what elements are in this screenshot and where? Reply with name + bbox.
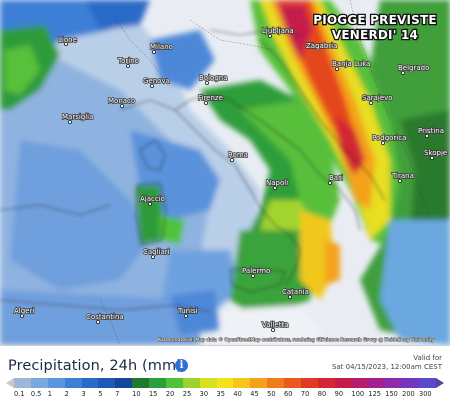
scale-tick-label: 70 xyxy=(301,390,318,401)
city-label: Tunisi xyxy=(177,307,198,315)
scale-tick-label: 35 xyxy=(217,390,234,401)
scale-tick-label: 200 xyxy=(402,390,419,401)
city-label: Valletta xyxy=(262,321,289,329)
scale-tick-label: 0.5 xyxy=(31,390,48,401)
scale-swatch xyxy=(335,378,352,388)
city-label: Cagliari xyxy=(143,248,170,256)
city-label: Costantina xyxy=(86,313,124,321)
scale-tick-label: 45 xyxy=(250,390,267,401)
city-label: Lione xyxy=(58,36,77,44)
scale-right-arrow-icon xyxy=(436,378,444,388)
city-label: Banja Luka xyxy=(332,60,370,68)
city-label: Monaco xyxy=(108,97,135,105)
scale-tick-label: 300 xyxy=(419,390,436,401)
scale-swatch xyxy=(65,378,82,388)
city-label: Tirana xyxy=(391,172,414,180)
scale-swatch xyxy=(318,378,335,388)
valid-time-block: Valid for Sat 04/15/2023, 12:00am CEST xyxy=(332,354,442,372)
scale-swatch xyxy=(402,378,419,388)
scale-tick-label: 10 xyxy=(132,390,149,401)
scale-swatch xyxy=(250,378,267,388)
city-label: Milano xyxy=(150,43,173,51)
city-label: Zagabria xyxy=(306,42,337,50)
valid-time: Sat 04/15/2023, 12:00am CEST xyxy=(332,363,442,372)
scale-swatch xyxy=(267,378,284,388)
map-title-line2: VENERDI' 14 xyxy=(332,28,418,42)
scale-swatch xyxy=(115,378,132,388)
scale-swatch xyxy=(166,378,183,388)
city-label: Bologna xyxy=(199,74,227,82)
scale-tick-label: 2 xyxy=(65,390,82,401)
scale-swatch xyxy=(301,378,318,388)
scale-swatch xyxy=(368,378,385,388)
scale-swatch xyxy=(98,378,115,388)
scale-tick-label: 100 xyxy=(352,390,369,401)
city-label: Marsiglia xyxy=(62,113,93,121)
scale-swatch xyxy=(82,378,99,388)
city-label: Napoli xyxy=(266,179,288,187)
scale-swatch xyxy=(132,378,149,388)
scale-tick-label: 125 xyxy=(368,390,385,401)
map-area[interactable]: PIOGGE PREVISTE VENERDI' 14 Lione Torino… xyxy=(0,0,450,345)
scale-tick-label: 25 xyxy=(183,390,200,401)
scale-swatch xyxy=(48,378,65,388)
map-attribution: Kartenmaterial: Map data © OpenStreetMap… xyxy=(158,336,434,343)
scale-tick-label: 15 xyxy=(149,390,166,401)
scale-swatch xyxy=(284,378,301,388)
scale-swatch xyxy=(233,378,250,388)
rain-map-svg: PIOGGE PREVISTE VENERDI' 14 Lione Torino… xyxy=(0,0,450,345)
scale-tick-label: 40 xyxy=(233,390,250,401)
city-label: Sarajevo xyxy=(362,94,393,102)
city-label: Algeri xyxy=(14,307,34,315)
scale-swatch xyxy=(183,378,200,388)
scale-tick-label: 30 xyxy=(200,390,217,401)
map-title-line1: PIOGGE PREVISTE xyxy=(313,13,437,27)
city-label: Pristina xyxy=(418,127,444,135)
scale-tick-label: 50 xyxy=(267,390,284,401)
scale-swatch xyxy=(352,378,369,388)
city-label: Skopje xyxy=(424,149,447,157)
scale-swatch xyxy=(217,378,234,388)
color-scale xyxy=(6,378,444,388)
scale-swatch xyxy=(419,378,436,388)
scale-bar xyxy=(14,378,436,388)
scale-tick-label: 90 xyxy=(335,390,352,401)
scale-tick-label: 5 xyxy=(98,390,115,401)
scale-ticks: 0.1 0.5 1 2 3 5 7 10 15 20 25 30 35 40 45 50 60 70 80 90 100… xyxy=(14,390,436,401)
scale-tick-label: 3 xyxy=(82,390,99,401)
scale-tick-label: 60 xyxy=(284,390,301,401)
valid-label: Valid for xyxy=(332,354,442,363)
info-icon[interactable]: i xyxy=(175,359,188,372)
city-label: Genova xyxy=(143,77,170,85)
city-label: Ljubljana xyxy=(262,27,294,35)
city-label: Bari xyxy=(329,174,343,182)
city-label: Ajaccio xyxy=(140,195,165,203)
scale-swatch xyxy=(200,378,217,388)
scale-tick-label: 150 xyxy=(385,390,402,401)
legend-title: Precipitation, 24h (mm) xyxy=(8,358,182,374)
legend-panel: Precipitation, 24h (mm) i Valid for Sat … xyxy=(0,345,450,402)
city-label: Torino xyxy=(117,57,139,65)
city-label: Podgorica xyxy=(372,134,406,142)
scale-tick-label: 0.1 xyxy=(14,390,31,401)
city-label: Catania xyxy=(282,288,309,296)
city-label: Palermo xyxy=(242,267,270,275)
scale-tick-label: 20 xyxy=(166,390,183,401)
scale-tick-label: 1 xyxy=(48,390,65,401)
scale-left-arrow-icon xyxy=(6,378,14,388)
scale-tick-label: 7 xyxy=(115,390,132,401)
scale-tick-label: 80 xyxy=(318,390,335,401)
scale-swatch xyxy=(385,378,402,388)
city-label: Firenze xyxy=(198,94,223,102)
scale-swatch xyxy=(14,378,31,388)
scale-swatch xyxy=(149,378,166,388)
city-label: Belgrado xyxy=(398,64,429,72)
city-label: Roma xyxy=(228,151,248,159)
scale-swatch xyxy=(31,378,48,388)
